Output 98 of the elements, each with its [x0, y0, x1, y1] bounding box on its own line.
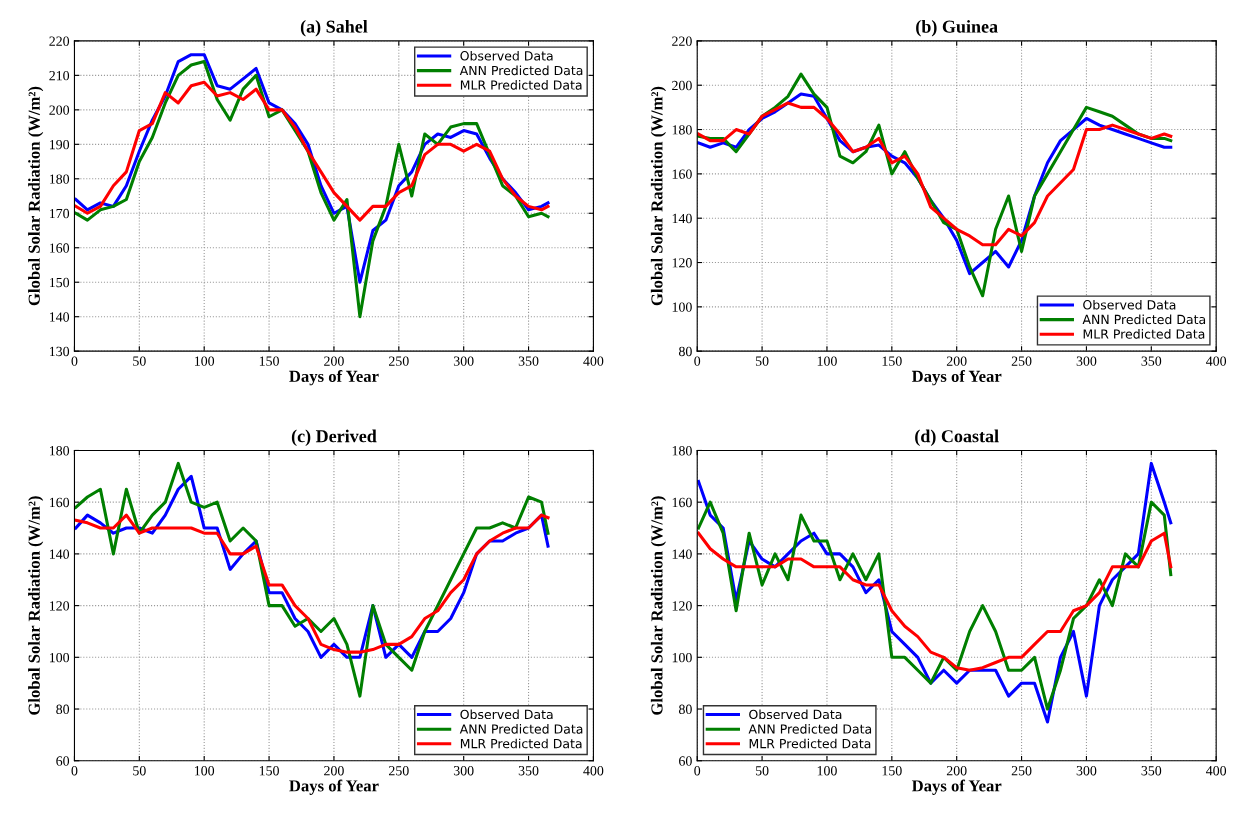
x-tick-label: 150	[882, 356, 902, 366]
legend-label: Observed Data	[460, 709, 553, 720]
legend-label: MLR Predicted Data	[749, 738, 871, 749]
x-tick-label: 100	[195, 356, 215, 366]
y-tick-label: 190	[49, 139, 70, 150]
x-tick-label: 350	[518, 356, 539, 366]
y-tick-label: 130	[49, 346, 70, 357]
x-tick-label: 50	[755, 766, 769, 776]
y-axis-title: Global Solar Radiation (W/m²)	[650, 86, 666, 306]
y-tick-label: 160	[672, 169, 692, 179]
y-tick-label: 210	[49, 70, 70, 81]
x-tick-label: 200	[324, 766, 344, 776]
y-tick-label: 180	[49, 446, 70, 456]
line-series	[74, 80, 550, 222]
line-series	[74, 461, 550, 698]
x-tick-label: 150	[259, 766, 279, 776]
y-tick-label: 60	[56, 756, 70, 766]
x-tick-label: 150	[882, 766, 902, 776]
line-series	[74, 513, 550, 654]
y-tick-label: 200	[672, 80, 692, 91]
x-tick-label: 250	[389, 766, 409, 776]
x-tick-label: 200	[946, 766, 967, 776]
y-tick-label: 220	[672, 36, 692, 46]
x-tick-label: 200	[946, 356, 967, 366]
y-axis-title: Global Solar Radiation (W/m²)	[28, 496, 44, 715]
line-series	[697, 531, 1173, 672]
x-tick-label: 350	[1141, 766, 1162, 776]
y-tick-label: 160	[49, 497, 70, 508]
line-series	[697, 101, 1173, 247]
x-tick-label: 0	[71, 356, 78, 366]
y-tick-label: 100	[49, 652, 70, 663]
x-tick-label: 50	[755, 356, 769, 366]
y-axis-title: Global Solar Radiation (W/m²)	[28, 86, 44, 306]
legend-label: MLR Predicted Data	[460, 738, 582, 749]
y-tick-label: 150	[49, 277, 70, 288]
x-tick-label: 350	[518, 766, 539, 776]
legend-label: ANN Predicted Data	[1082, 314, 1206, 325]
legend-label: ANN Predicted Data	[459, 724, 583, 734]
y-tick-label: 180	[49, 174, 70, 184]
y-tick-label: 160	[49, 243, 70, 253]
x-axis-title: Days of Year	[911, 779, 1002, 795]
x-tick-label: 400	[1206, 356, 1227, 366]
x-axis-title: Days of Year	[911, 370, 1002, 386]
y-tick-label: 170	[49, 208, 70, 219]
y-tick-label: 60	[679, 756, 692, 766]
y-tick-label: 140	[672, 549, 692, 559]
y-tick-label: 120	[49, 601, 70, 611]
x-tick-label: 100	[817, 766, 837, 776]
y-tick-label: 120	[672, 258, 692, 268]
legend-label: ANN Predicted Data	[459, 65, 583, 76]
chart-title: (c) Derived	[291, 429, 377, 446]
legend-label: MLR Predicted Data	[1083, 329, 1205, 339]
y-tick-label: 80	[56, 704, 70, 714]
x-tick-label: 300	[1076, 356, 1097, 366]
x-tick-label: 0	[694, 356, 701, 366]
y-tick-label: 180	[672, 446, 692, 456]
y-tick-label: 140	[49, 312, 70, 322]
x-tick-label: 300	[453, 766, 474, 776]
x-tick-label: 250	[1011, 356, 1032, 366]
x-tick-label: 50	[133, 766, 146, 776]
x-tick-label: 400	[1206, 766, 1227, 776]
x-tick-label: 250	[1011, 766, 1032, 776]
x-axis-title: Days of Year	[289, 370, 379, 386]
x-axis-title: Days of Year	[289, 779, 379, 795]
x-tick-label: 400	[583, 356, 604, 366]
x-tick-label: 0	[71, 766, 78, 776]
y-tick-label: 120	[672, 601, 692, 611]
x-tick-label: 100	[195, 766, 215, 776]
x-tick-label: 250	[389, 356, 409, 366]
x-tick-label: 350	[1141, 356, 1162, 366]
y-tick-label: 100	[672, 652, 692, 663]
x-tick-label: 0	[694, 766, 701, 776]
chart-title: (b) Guinea	[916, 20, 998, 37]
y-tick-label: 80	[679, 346, 692, 357]
y-tick-label: 200	[49, 105, 70, 115]
y-tick-label: 220	[49, 36, 70, 46]
y-tick-label: 80	[679, 704, 692, 714]
y-axis-title: Global Solar Radiation (W/m²)	[650, 496, 666, 715]
chart-title: (d) Coastal	[915, 429, 999, 446]
legend-label: Observed Data	[460, 50, 553, 61]
x-tick-label: 100	[817, 356, 837, 366]
x-tick-label: 150	[259, 356, 279, 366]
legend-label: Observed Data	[749, 709, 842, 720]
legend-label: ANN Predicted Data	[748, 724, 872, 734]
x-tick-label: 200	[324, 356, 344, 366]
y-tick-label: 140	[49, 549, 70, 559]
y-tick-label: 100	[672, 302, 692, 312]
y-tick-label: 160	[672, 497, 692, 508]
x-tick-label: 400	[583, 766, 604, 776]
line-series	[697, 500, 1173, 711]
legend-label: MLR Predicted Data	[460, 80, 582, 90]
legend-label: Observed Data	[1083, 299, 1176, 310]
x-tick-label: 300	[453, 356, 474, 366]
x-tick-label: 300	[1076, 766, 1097, 776]
x-tick-label: 50	[133, 356, 146, 366]
y-tick-label: 180	[672, 125, 692, 135]
y-tick-label: 140	[672, 213, 692, 224]
chart-title: (a) Sahel	[300, 20, 368, 37]
